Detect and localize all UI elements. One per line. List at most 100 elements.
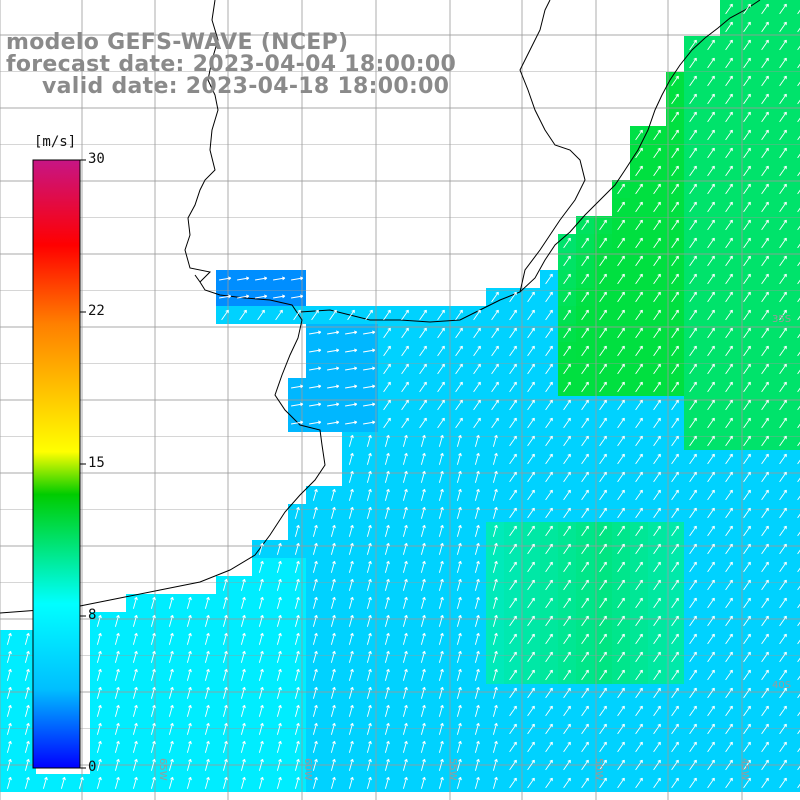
wind-arrow bbox=[509, 723, 517, 735]
wind-arrow bbox=[761, 345, 769, 357]
wind-arrow bbox=[617, 291, 625, 303]
wind-arrow bbox=[492, 668, 498, 681]
wind-arrow bbox=[527, 723, 535, 735]
wind-arrow bbox=[563, 471, 571, 483]
wind-arrow bbox=[707, 489, 715, 501]
wind-arrow bbox=[132, 722, 138, 735]
wind-arrow bbox=[456, 722, 462, 735]
wind-arrow bbox=[402, 578, 408, 591]
wind-arrow bbox=[348, 488, 354, 501]
wind-arrow bbox=[797, 729, 800, 735]
wind-cell bbox=[792, 540, 800, 558]
wind-arrow bbox=[527, 507, 535, 519]
wind-arrow bbox=[671, 309, 679, 321]
wind-arrow bbox=[707, 255, 715, 267]
wind-arrow bbox=[797, 297, 800, 303]
wind-arrow bbox=[276, 560, 282, 573]
wind-arrow bbox=[707, 201, 715, 213]
wind-arrow bbox=[563, 435, 571, 447]
wind-arrow bbox=[635, 777, 643, 789]
wind-arrow bbox=[671, 759, 679, 771]
wind-arrow bbox=[671, 183, 679, 195]
wind-arrow bbox=[671, 669, 679, 681]
wind-arrow bbox=[581, 597, 589, 609]
wind-arrow bbox=[240, 704, 246, 717]
wind-arrow bbox=[527, 705, 535, 717]
wind-arrow bbox=[635, 615, 643, 627]
wind-arrow bbox=[419, 417, 427, 429]
wind-arrow bbox=[725, 327, 733, 339]
wind-arrow bbox=[707, 615, 715, 627]
wind-arrow bbox=[366, 776, 372, 789]
wind-arrow bbox=[779, 633, 787, 645]
wind-arrow bbox=[761, 471, 769, 483]
wind-arrow bbox=[743, 453, 751, 465]
colorbar-tick-0: 0 bbox=[88, 759, 97, 775]
wind-arrow bbox=[186, 668, 192, 681]
wind-arrow bbox=[581, 579, 589, 591]
wind-arrow bbox=[743, 435, 751, 447]
wind-cell bbox=[792, 306, 800, 324]
wind-arrow bbox=[599, 759, 607, 771]
wind-arrow bbox=[402, 560, 408, 573]
wind-arrow bbox=[222, 776, 228, 789]
wind-arrow bbox=[527, 381, 535, 393]
wind-arrow bbox=[761, 381, 769, 393]
wind-arrow bbox=[456, 668, 462, 681]
wind-arrow bbox=[581, 561, 589, 573]
wind-arrow bbox=[474, 596, 480, 609]
wind-arrow bbox=[563, 687, 571, 699]
wind-arrow bbox=[366, 632, 372, 645]
wind-arrow bbox=[492, 506, 498, 519]
colorbar-ticks bbox=[80, 159, 86, 769]
lat-label: 35S bbox=[772, 314, 791, 325]
wind-arrow bbox=[743, 705, 751, 717]
wind-arrow bbox=[671, 75, 679, 87]
wind-arrow bbox=[474, 668, 480, 681]
wind-arrow bbox=[294, 704, 300, 717]
wind-arrow bbox=[420, 470, 426, 483]
wind-cell bbox=[792, 108, 800, 126]
wind-arrow bbox=[527, 345, 535, 357]
wind-arrow bbox=[743, 57, 751, 69]
wind-arrow bbox=[150, 650, 156, 663]
wind-arrow bbox=[599, 417, 607, 429]
wind-arrow bbox=[527, 543, 535, 555]
wind-arrow bbox=[689, 363, 697, 375]
wind-arrow bbox=[384, 632, 390, 645]
wind-arrow bbox=[330, 740, 336, 753]
wind-arrow bbox=[455, 381, 463, 393]
wind-arrow bbox=[797, 513, 800, 519]
wind-arrow bbox=[456, 650, 462, 663]
wind-arrow bbox=[635, 363, 643, 375]
wind-arrow bbox=[581, 507, 589, 519]
wind-arrow bbox=[689, 669, 697, 681]
wind-arrow bbox=[743, 255, 751, 267]
wind-arrow bbox=[420, 668, 426, 681]
coastline-uruguay-brazil bbox=[299, 0, 761, 323]
wind-arrow bbox=[348, 758, 354, 771]
wind-arrow bbox=[653, 327, 661, 339]
wind-arrow bbox=[168, 758, 174, 771]
wind-arrow bbox=[168, 632, 174, 645]
wind-arrow bbox=[689, 687, 697, 699]
wind-arrow bbox=[725, 777, 733, 789]
wind-arrow bbox=[725, 273, 733, 285]
wind-arrow bbox=[671, 453, 679, 465]
wind-arrow bbox=[258, 596, 264, 609]
wind-arrow bbox=[599, 543, 607, 555]
wind-arrow bbox=[797, 351, 800, 357]
wind-arrow bbox=[563, 525, 571, 537]
wind-arrow bbox=[671, 525, 679, 537]
wind-arrow bbox=[150, 596, 156, 609]
wind-arrow bbox=[186, 650, 192, 663]
wind-arrow bbox=[725, 111, 733, 123]
wind-arrow bbox=[401, 381, 409, 393]
wind-arrow bbox=[348, 434, 354, 447]
wind-arrow bbox=[689, 615, 697, 627]
wind-arrow bbox=[761, 633, 769, 645]
wind-arrow bbox=[204, 704, 210, 717]
wind-arrow bbox=[689, 417, 697, 429]
wind-arrow bbox=[438, 506, 444, 519]
wind-arrow bbox=[114, 614, 120, 627]
